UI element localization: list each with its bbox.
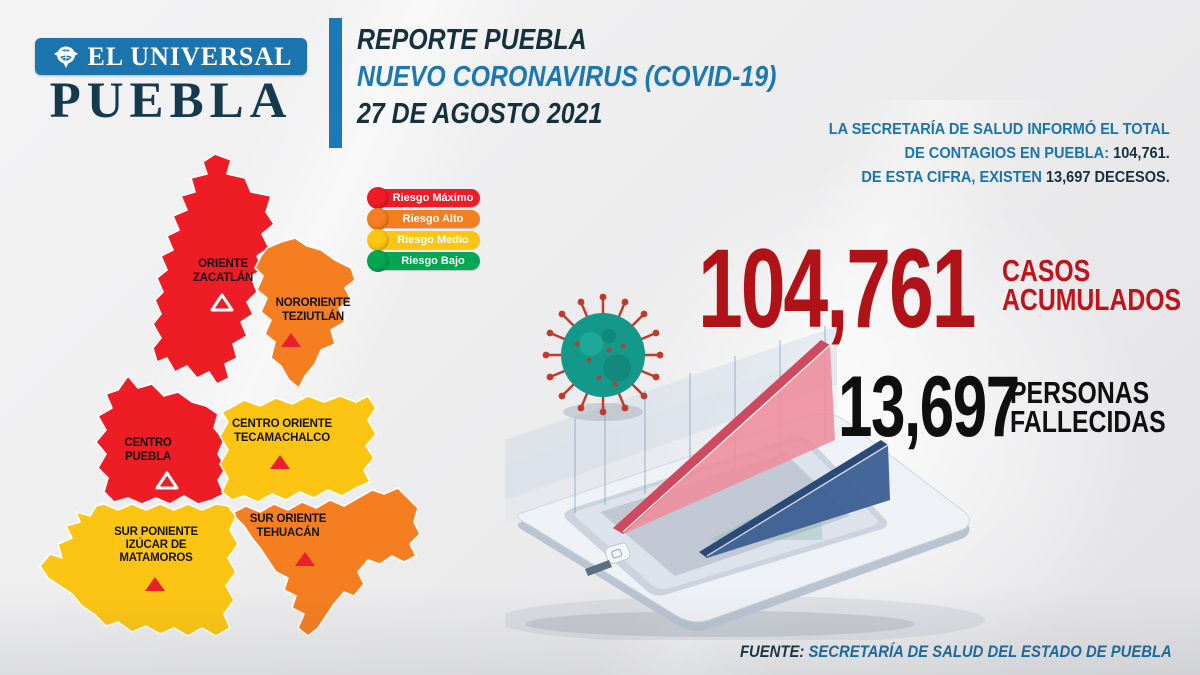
legend-dot-maximo	[367, 187, 389, 209]
source-text: SECRETARÍA DE SALUD DEL ESTADO DE PUEBLA	[805, 643, 1172, 661]
legend-dot-alto	[367, 208, 389, 230]
region-sur-oriente-tehuacan	[233, 487, 420, 637]
label-sur-oriente-1: SUR ORIENTE	[250, 513, 327, 525]
label-sur-poniente-3: MATAMOROS	[119, 552, 193, 564]
summary-line-3: DE ESTA CIFRA, EXISTEN 13,697 DECESOS.	[861, 169, 1170, 187]
puebla-risk-map: ORIENTE ZACATLÁN NORORIENTE TEZIUTLÁN CE…	[39, 153, 420, 637]
title-accent-bar	[329, 18, 342, 148]
masthead-badge: EL UNIVERSAL	[35, 38, 307, 75]
region-nororiente-teziutlan	[254, 237, 356, 389]
marker-sur-poniente	[145, 577, 165, 591]
label-sur-oriente-2: TEHUACÁN	[257, 526, 320, 539]
marker-nororiente-teziutlan	[281, 333, 301, 347]
marker-sur-oriente	[295, 552, 315, 566]
deaths-wedge	[699, 440, 890, 558]
cases-wedge	[613, 340, 835, 534]
deaths-stat: 13,697 PERSONAS FALLECIDAS	[838, 359, 1166, 455]
region-oriente-zacatlan	[152, 153, 275, 385]
region-centro-puebla	[95, 375, 227, 505]
label-sur-poniente-2: IZÚCAR DE	[126, 538, 187, 551]
summary-cases-value: 104,761.	[1113, 145, 1170, 163]
source-prefix: FUENTE:	[740, 643, 804, 661]
deaths-number: 13,697	[838, 359, 1020, 455]
label-oriente-zacatlan-1: ORIENTE	[198, 258, 248, 270]
legend-item-riesgo-maximo: Riesgo Máximo	[367, 187, 480, 209]
legend-label-maximo: Riesgo Máximo	[392, 192, 474, 204]
edition-text: PUEBLA	[49, 73, 293, 129]
label-tecamachalco-1: CENTRO ORIENTE	[232, 418, 333, 430]
report-title: REPORTE PUEBLA NUEVO CORONAVIRUS (COVID-…	[357, 22, 776, 133]
summary-text: LA SECRETARÍA DE SALUD INFORMÓ EL TOTAL …	[829, 118, 1170, 190]
title-line-2: NUEVO CORONAVIRUS (COVID-19)	[357, 61, 777, 94]
home-button	[604, 542, 631, 565]
marker-centro-puebla	[155, 471, 179, 490]
marker-oriente-zacatlan	[210, 293, 234, 312]
screen-chart-base	[600, 453, 850, 576]
deaths-label: PERSONAS FALLECIDAS	[1010, 375, 1166, 440]
risk-legend: Riesgo Máximo Riesgo Alto Riesgo Medio R…	[367, 187, 480, 273]
translucent-band	[505, 326, 837, 526]
source-attribution: FUENTE: SECRETARÍA DE SALUD DEL ESTADO D…	[740, 643, 1172, 662]
cases-stat: 104,761 CASOS ACUMULADOS	[698, 226, 1181, 351]
legend-dot-bajo	[367, 250, 389, 272]
label-sur-poniente-1: SUR PONIENTE	[114, 526, 198, 538]
eagle-globe-icon	[53, 46, 78, 68]
legend-item-riesgo-alto: Riesgo Alto	[367, 208, 480, 230]
cases-label: CASOS ACUMULADOS	[1002, 253, 1182, 318]
speaker-slot	[585, 560, 612, 576]
legend-label-medio: Riesgo Medio	[397, 234, 469, 246]
legend-item-riesgo-bajo: Riesgo Bajo	[367, 250, 480, 272]
summary-line-1: LA SECRETARÍA DE SALUD INFORMÓ EL TOTAL	[828, 121, 1170, 138]
label-tecamachalco-2: TECAMACHALCO	[234, 432, 330, 444]
legend-label-bajo: Riesgo Bajo	[401, 255, 465, 267]
label-centro-puebla-1: CENTRO	[124, 437, 172, 449]
legend-dot-medio	[367, 229, 389, 251]
marker-tecamachalco	[270, 455, 290, 469]
home-button-glyph	[611, 548, 623, 559]
legend-label-alto: Riesgo Alto	[402, 213, 464, 225]
title-line-1: REPORTE PUEBLA	[357, 24, 587, 56]
coronavirus-icon	[542, 293, 664, 421]
legend-item-riesgo-medio: Riesgo Medio	[367, 229, 480, 251]
bottom-shade	[0, 585, 1200, 675]
label-oriente-zacatlan-2: ZACATLÁN	[193, 271, 253, 284]
region-sur-poniente-izucar	[39, 503, 239, 637]
label-centro-puebla-2: PUEBLA	[125, 451, 171, 463]
label-nororiente-teziutlan-2: TEZIUTLÁN	[282, 310, 344, 323]
region-centro-oriente-tecamachalco	[219, 395, 377, 503]
el-universal-logo: EL UNIVERSAL PUEBLA	[35, 38, 307, 127]
summary-line-2: DE CONTAGIOS EN PUEBLA: 104,761.	[904, 145, 1170, 163]
title-line-3: 27 DE AGOSTO 2021	[357, 98, 603, 131]
masthead-text: EL UNIVERSAL	[87, 41, 293, 71]
tablet-chart-illustration	[505, 293, 985, 640]
tablet-shadow	[505, 596, 985, 640]
cases-number: 104,761	[698, 226, 977, 351]
label-nororiente-teziutlan-1: NORORIENTE	[276, 297, 351, 309]
summary-deaths-value: 13,697 DECESOS.	[1046, 169, 1170, 187]
